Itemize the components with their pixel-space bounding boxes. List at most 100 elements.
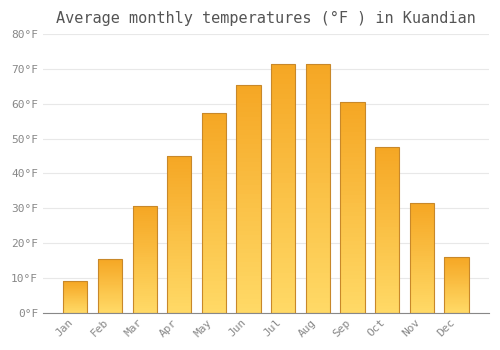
Bar [375, 283, 400, 286]
Bar [98, 280, 122, 281]
Bar [132, 226, 157, 228]
Bar [236, 240, 260, 244]
Bar [132, 228, 157, 230]
Bar [98, 284, 122, 285]
Bar [271, 183, 295, 188]
Bar [132, 245, 157, 247]
Bar [63, 283, 88, 284]
Bar [306, 213, 330, 218]
Bar [306, 153, 330, 158]
Bar [410, 218, 434, 220]
Bar [98, 312, 122, 313]
Bar [306, 148, 330, 153]
Bar [63, 296, 88, 297]
Bar [306, 108, 330, 114]
Bar [167, 294, 192, 297]
Bar [202, 113, 226, 117]
Bar [306, 99, 330, 104]
Bar [340, 169, 364, 174]
Bar [98, 277, 122, 278]
Bar [410, 267, 434, 269]
Bar [132, 270, 157, 272]
Bar [167, 244, 192, 247]
Bar [340, 174, 364, 178]
Bar [98, 267, 122, 268]
Bar [444, 287, 468, 288]
Bar [63, 290, 88, 291]
Bar [132, 287, 157, 289]
Bar [375, 174, 400, 177]
Bar [236, 89, 260, 94]
Bar [236, 217, 260, 222]
Bar [340, 111, 364, 115]
Bar [236, 299, 260, 303]
Bar [236, 308, 260, 313]
Bar [306, 278, 330, 283]
Bar [236, 231, 260, 235]
Bar [340, 220, 364, 224]
Bar [236, 153, 260, 158]
Bar [236, 226, 260, 231]
Bar [132, 206, 157, 313]
Bar [375, 309, 400, 313]
Bar [340, 127, 364, 132]
Bar [167, 209, 192, 212]
Bar [444, 268, 468, 269]
Bar [132, 276, 157, 279]
Bar [306, 89, 330, 94]
Bar [375, 217, 400, 220]
Bar [340, 233, 364, 237]
Bar [375, 273, 400, 276]
Bar [271, 163, 295, 168]
Bar [167, 306, 192, 309]
Bar [375, 303, 400, 306]
Bar [63, 310, 88, 311]
Title: Average monthly temperatures (°F ) in Kuandian: Average monthly temperatures (°F ) in Ku… [56, 11, 476, 26]
Bar [63, 292, 88, 293]
Bar [444, 300, 468, 301]
Bar [375, 266, 400, 270]
Bar [271, 94, 295, 99]
Bar [375, 210, 400, 214]
Bar [306, 114, 330, 119]
Bar [202, 217, 226, 220]
Bar [410, 220, 434, 223]
Bar [306, 188, 330, 193]
Bar [306, 124, 330, 128]
Bar [444, 274, 468, 275]
Bar [340, 245, 364, 250]
Bar [410, 203, 434, 205]
Bar [167, 247, 192, 250]
Bar [132, 260, 157, 262]
Bar [202, 229, 226, 233]
Bar [132, 230, 157, 232]
Bar [444, 275, 468, 276]
Bar [306, 94, 330, 99]
Bar [340, 178, 364, 182]
Bar [306, 293, 330, 298]
Bar [132, 302, 157, 304]
Bar [202, 184, 226, 189]
Bar [306, 198, 330, 203]
Bar [410, 271, 434, 273]
Bar [236, 208, 260, 212]
Bar [375, 200, 400, 204]
Bar [132, 217, 157, 219]
Bar [375, 184, 400, 187]
Bar [236, 135, 260, 139]
Bar [340, 304, 364, 308]
Bar [306, 183, 330, 188]
Bar [202, 268, 226, 273]
Bar [306, 228, 330, 233]
Bar [236, 112, 260, 117]
Bar [410, 260, 434, 262]
Bar [98, 275, 122, 276]
Bar [202, 161, 226, 164]
Bar [98, 279, 122, 280]
Bar [444, 262, 468, 264]
Bar [306, 104, 330, 108]
Bar [444, 309, 468, 310]
Bar [202, 145, 226, 148]
Bar [202, 265, 226, 268]
Bar [98, 306, 122, 307]
